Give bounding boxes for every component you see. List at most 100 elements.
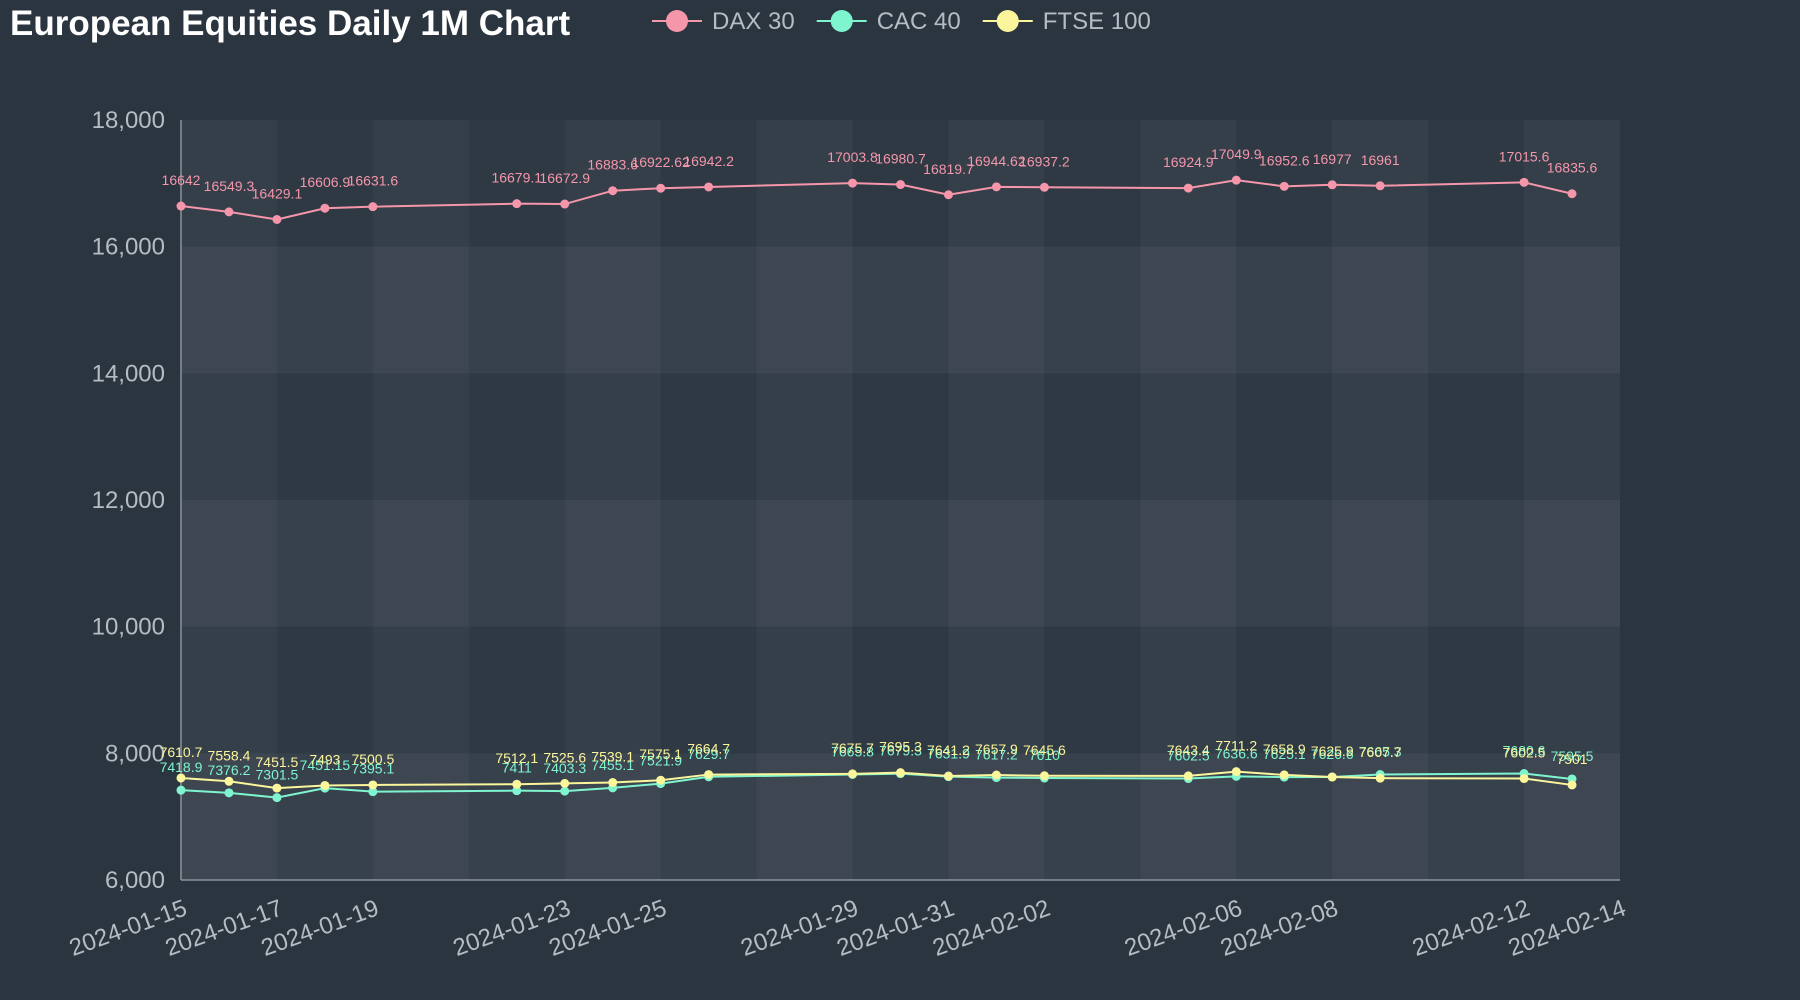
data-point: [320, 780, 330, 790]
y-tick-label: 18,000: [92, 107, 165, 134]
data-label: 7418.9: [160, 759, 203, 775]
data-label: 7493: [309, 751, 340, 767]
data-label: 16631.6: [348, 173, 399, 189]
y-axis: 6,000 8,000 10,000 12,000 14,000 16,000 18,000: [92, 107, 165, 894]
data-point: [512, 779, 522, 789]
data-point: [1279, 770, 1289, 780]
data-label: 7602.5: [1167, 748, 1210, 764]
data-label: 7679.3: [879, 743, 922, 759]
data-point: [1375, 773, 1385, 783]
data-label: 7451.15: [300, 757, 351, 773]
data-label: 17015.6: [1499, 148, 1550, 164]
data-point: [1327, 180, 1337, 190]
data-label: 7595.5: [1551, 748, 1594, 764]
data-label: 7665.8: [831, 743, 874, 759]
data-point: [224, 788, 234, 798]
vertical-band: [1332, 120, 1428, 880]
data-label: 16883.6: [587, 157, 638, 173]
legend-item: CAC 40: [816, 8, 961, 35]
y-tick-label: 8,000: [105, 740, 165, 767]
data-point: [176, 201, 186, 211]
data-point: [608, 186, 618, 196]
data-point: [560, 199, 570, 209]
data-label: 16942.2: [683, 153, 734, 169]
data-point: [224, 776, 234, 786]
series-line: [180, 770, 1573, 790]
data-point: [224, 207, 234, 217]
legend-marker: [996, 10, 1019, 32]
legend-item: FTSE 100: [982, 8, 1151, 35]
data-label: 7617.2: [975, 747, 1018, 763]
data-label: 16944.62: [967, 153, 1026, 169]
data-point: [1039, 182, 1049, 192]
data-label: 16835.6: [1547, 160, 1598, 176]
data-label: 16672.9: [539, 170, 590, 186]
data-label: 7658.9: [1263, 741, 1306, 757]
data-point: [176, 785, 186, 795]
data-label: 7575.1: [639, 746, 682, 762]
legend-marker: [666, 10, 688, 32]
data-point: [1039, 771, 1049, 781]
horizontal-band: [181, 500, 1620, 627]
data-point: [1327, 772, 1337, 782]
y-tick-label: 10,000: [92, 614, 165, 641]
horizontal-band: [181, 246, 1620, 374]
data-point: [848, 769, 858, 779]
data-label: 7625.1: [1263, 746, 1306, 762]
data-point: [272, 783, 282, 793]
data-point: [991, 182, 1001, 192]
data-point: [943, 771, 953, 781]
data-point: [896, 768, 905, 778]
data-point: [560, 786, 570, 796]
data-label: 16606.9: [300, 174, 351, 190]
data-label: 7664.7: [687, 741, 730, 757]
data-point: [1567, 189, 1577, 199]
y-tick-label: 12,000: [92, 487, 165, 514]
data-point: [1519, 774, 1529, 784]
data-point: [608, 778, 618, 788]
plot-background: [181, 120, 1620, 880]
data-point: [1519, 177, 1529, 187]
y-tick-label: 14,000: [92, 360, 165, 387]
data-label: 16961: [1361, 152, 1400, 168]
data-label: 16952.6: [1259, 152, 1310, 168]
chart-title: European Equities Daily 1M Chart: [10, 4, 571, 43]
data-label: 16549.3: [204, 178, 255, 194]
data-label: 7607.7: [1359, 744, 1402, 760]
y-tick-label: 16,000: [92, 234, 165, 261]
y-tick-label: 6,000: [105, 867, 165, 894]
legend-item: DAX 30: [652, 8, 795, 35]
data-point: [848, 178, 858, 188]
data-label: 7665.3: [1359, 744, 1402, 760]
data-label: 16937.2: [1019, 153, 1070, 169]
data-label: 7301.5: [256, 767, 299, 783]
vertical-band: [1140, 120, 1236, 880]
data-label: 7643.4: [1167, 742, 1210, 758]
data-point: [704, 770, 714, 780]
data-point: [368, 780, 378, 790]
data-label: 16924.9: [1163, 154, 1214, 170]
data-point: [368, 787, 378, 797]
data-point: [512, 199, 522, 209]
data-label: 7376.2: [208, 762, 251, 778]
data-label: 16679.1: [491, 170, 542, 186]
data-label: 7680.6: [1503, 743, 1546, 759]
data-label: 7558.4: [208, 747, 251, 763]
data-label: 7610: [1029, 747, 1060, 763]
legend: DAX 30 CAC 40 FTSE 100: [652, 8, 1151, 35]
data-point: [1567, 780, 1577, 790]
data-point: [656, 183, 666, 193]
plot-area: [181, 120, 1620, 880]
data-label: 16642: [162, 172, 201, 188]
data-label: 7455.1: [591, 757, 634, 773]
data-label: 7641.2: [927, 742, 970, 758]
data-label: 16977: [1313, 151, 1352, 167]
data-label: 7512.1: [495, 750, 538, 766]
data-point: [1183, 183, 1193, 193]
data-label: 7610.7: [160, 744, 203, 760]
data-point: [1231, 767, 1241, 777]
